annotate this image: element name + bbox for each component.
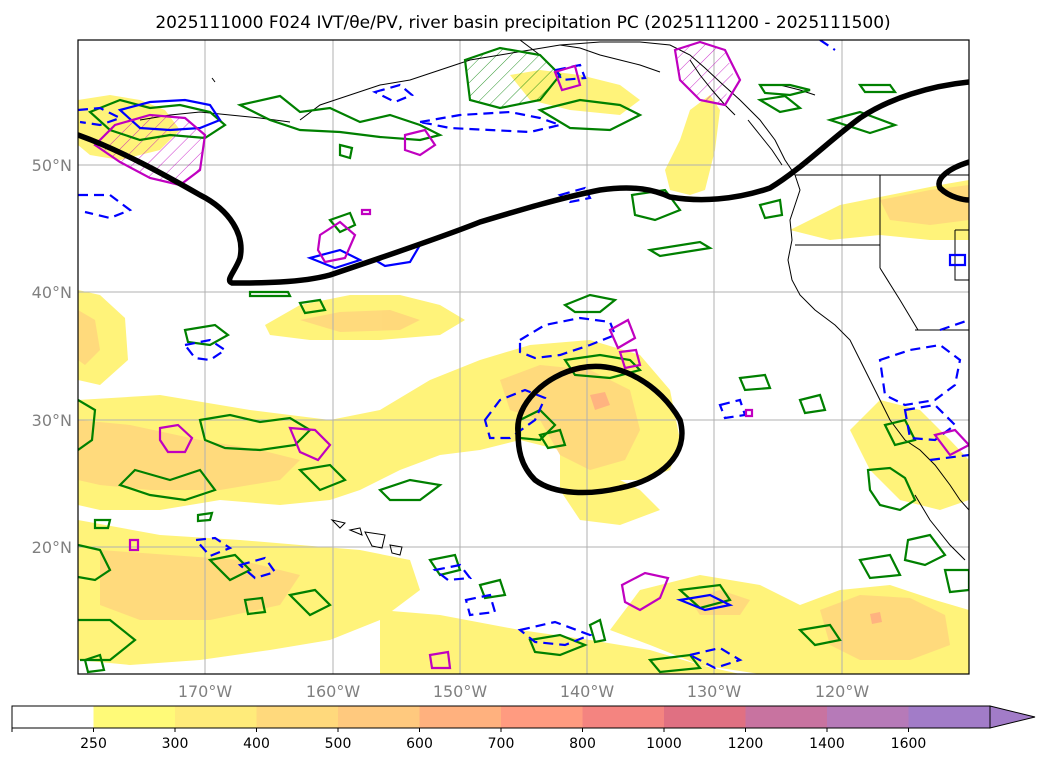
- colorbar-tick-label: 300: [162, 736, 189, 752]
- colorbar-segment: [664, 706, 746, 728]
- ivt-fill-peak: [590, 392, 882, 624]
- map-frame: [77, 39, 970, 675]
- theta-e-contours: [78, 46, 969, 674]
- map-panel: [78, 40, 969, 674]
- colorbar-segment: [93, 706, 176, 728]
- lat-label-50n: 50°N: [32, 156, 72, 175]
- colorbar-segment: [501, 706, 583, 728]
- colorbar-tick-label: 1400: [809, 736, 845, 752]
- colorbar: 250 300 400 500 600 700 800 1000 1200 1400 1600: [11, 705, 1036, 752]
- lon-label-120w: 120°W: [815, 682, 870, 701]
- lon-label-140w: 140°W: [560, 682, 615, 701]
- lon-label-130w: 130°W: [687, 682, 742, 701]
- lat-label-30n: 30°N: [32, 411, 72, 430]
- colorbar-tick-label: 800: [569, 736, 596, 752]
- lat-label-40n: 40°N: [32, 283, 72, 302]
- colorbar-segment: [175, 706, 257, 728]
- longitude-labels: 170°W 160°W 150°W 140°W 130°W 120°W: [178, 682, 870, 701]
- coastlines: [139, 40, 969, 561]
- colorbar-segment: [908, 706, 991, 728]
- colorbar-segment: [419, 706, 502, 728]
- colorbar-tick-label: 1000: [646, 736, 682, 752]
- lon-label-160w: 160°W: [306, 682, 361, 701]
- colorbar-tick-label: 1200: [728, 736, 764, 752]
- colorbar-tick-label: 600: [406, 736, 433, 752]
- colorbar-segment: [827, 706, 909, 728]
- colorbar-tick-label: 700: [488, 736, 515, 752]
- colorbar-segment: [12, 706, 94, 728]
- colorbar-tick-label: 250: [80, 736, 107, 752]
- colorbar-tick-label: 400: [243, 736, 270, 752]
- latitude-labels: 50°N 40°N 30°N 20°N: [32, 156, 72, 557]
- lon-label-150w: 150°W: [433, 682, 488, 701]
- colorbar-segment: [256, 706, 339, 728]
- colorbar-tick-label: 500: [325, 736, 352, 752]
- colorbar-tick-label: 1600: [891, 736, 927, 752]
- colorbar-extend-arrow: [989, 705, 1036, 729]
- pv-positive-dashed: [78, 40, 969, 670]
- colorbar-segment: [745, 706, 828, 728]
- jet-contours: [78, 79, 969, 496]
- lon-label-170w: 170°W: [178, 682, 233, 701]
- figure-title: 2025111000 F024 IVT/θe/PV, river basin p…: [155, 13, 890, 33]
- lat-label-20n: 20°N: [32, 538, 72, 557]
- pv-negative-contours: [93, 40, 969, 670]
- colorbar-segment: [582, 706, 665, 728]
- colorbar-segment: [338, 706, 420, 728]
